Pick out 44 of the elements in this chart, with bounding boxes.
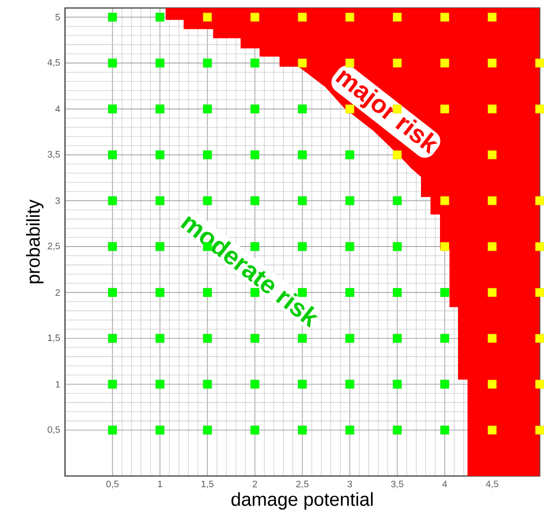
y-tick-label: 2,5 [48,242,60,250]
point [488,12,497,22]
x-tick-label: 2 [252,480,257,488]
point [488,58,497,68]
point [488,242,497,251]
y-tick-label: 5 [55,14,60,20]
y-tick-label: 1,5 [48,334,60,342]
point [488,426,497,435]
point [298,12,307,22]
x-tick-label: 3,5 [391,480,404,488]
point [488,104,497,114]
point [488,334,497,343]
y-tick-label: 3 [55,197,60,204]
point [488,150,497,160]
x-tick-label: 0,5 [106,480,119,488]
point [298,58,307,68]
x-tick-label: 1,5 [202,480,214,488]
y-tick-label: 1 [56,381,60,388]
point [440,12,450,22]
point [345,58,354,68]
x-tick-label: 3 [348,480,352,488]
point [392,12,402,22]
y-tick-label: 0,5 [48,426,60,434]
point [250,12,260,22]
y-tick-label: 2 [56,289,60,296]
x-tick-label: 2,5 [296,480,308,488]
y-axis-title: probability [26,200,44,284]
x-axis-title: damage potential [231,492,373,510]
x-tick-label: 4 [442,480,448,488]
x-tick-label: 4,5 [486,480,498,488]
x-tick-label: 1 [158,480,162,488]
point [203,12,212,22]
point [488,196,497,206]
y-tick-label: 4,5 [48,59,60,67]
point [440,58,450,68]
point [440,104,450,114]
point [392,58,402,68]
point [488,380,497,389]
point [488,288,497,297]
point [345,12,354,22]
y-tick-label: 3,5 [48,150,60,159]
y-tick-label: 4 [55,106,60,112]
point [440,242,450,251]
point [440,196,450,206]
